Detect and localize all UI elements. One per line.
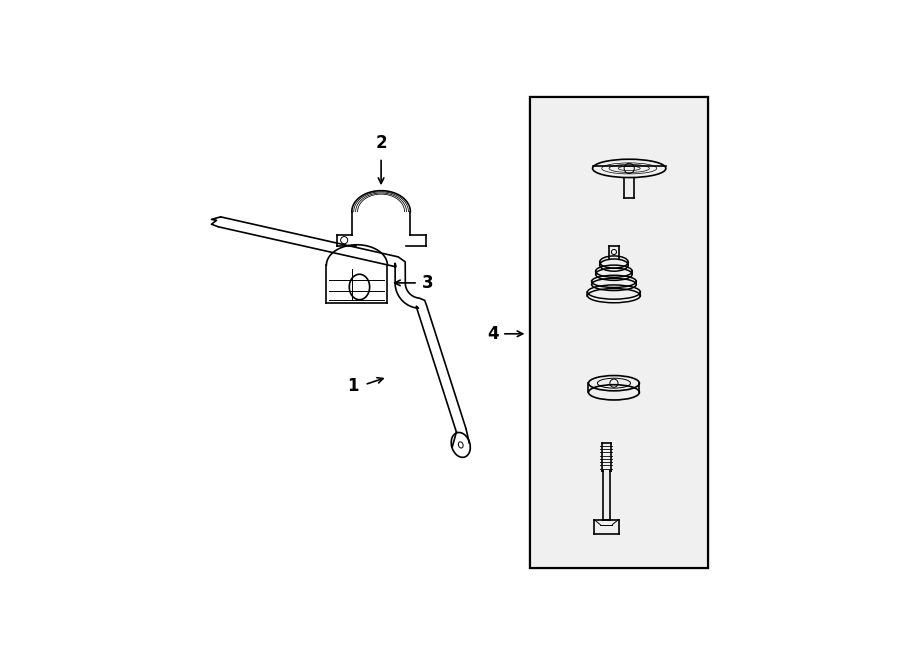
Text: 3: 3	[422, 274, 434, 292]
Bar	[530, 97, 708, 568]
Text: 1: 1	[346, 377, 358, 395]
Bar	[530, 97, 708, 568]
Text: 2: 2	[375, 134, 387, 153]
Bar	[530, 97, 708, 568]
Text: 4: 4	[487, 325, 499, 343]
